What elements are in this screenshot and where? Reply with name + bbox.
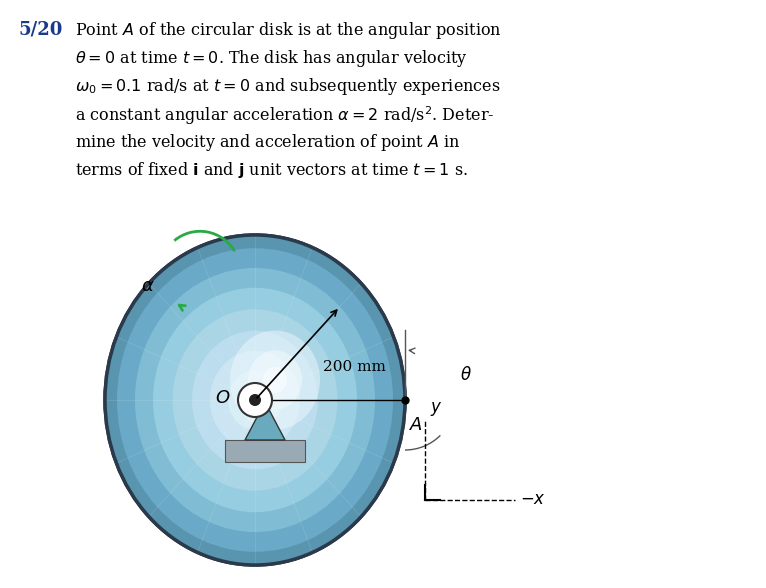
Circle shape: [249, 394, 261, 406]
Text: $\alpha$: $\alpha$: [141, 278, 155, 295]
Ellipse shape: [243, 387, 267, 413]
Polygon shape: [245, 402, 285, 440]
Ellipse shape: [153, 288, 357, 512]
Ellipse shape: [230, 330, 320, 429]
Text: $\theta$: $\theta$: [460, 366, 472, 384]
Text: $-x$: $-x$: [520, 492, 546, 509]
Text: a constant angular acceleration $\alpha = 2$ rad/s$^2$. Deter-: a constant angular acceleration $\alpha …: [75, 104, 495, 126]
Text: mine the velocity and acceleration of point $A$ in: mine the velocity and acceleration of po…: [75, 132, 460, 153]
Bar: [225, 440, 305, 462]
Ellipse shape: [263, 367, 287, 393]
Ellipse shape: [135, 268, 375, 532]
Text: Point $A$ of the circular disk is at the angular position: Point $A$ of the circular disk is at the…: [75, 20, 502, 41]
Text: 200 mm: 200 mm: [322, 360, 385, 375]
Ellipse shape: [192, 330, 318, 469]
Ellipse shape: [248, 350, 302, 410]
Text: $\theta = 0$ at time $t = 0$. The disk has angular velocity: $\theta = 0$ at time $t = 0$. The disk h…: [75, 48, 468, 69]
Text: $O$: $O$: [214, 389, 230, 407]
Text: 5/20: 5/20: [18, 20, 62, 38]
Text: terms of fixed $\mathbf{i}$ and $\mathbf{j}$ unit vectors at time $t = 1$ s.: terms of fixed $\mathbf{i}$ and $\mathbf…: [75, 160, 468, 180]
Text: $A$: $A$: [409, 416, 423, 434]
Ellipse shape: [228, 370, 282, 430]
Ellipse shape: [172, 309, 338, 491]
Ellipse shape: [210, 350, 300, 449]
Text: $\omega_0 = 0.1$ rad/s at $t = 0$ and subsequently experiences: $\omega_0 = 0.1$ rad/s at $t = 0$ and su…: [75, 76, 501, 97]
Ellipse shape: [105, 235, 405, 565]
Ellipse shape: [117, 248, 393, 552]
Circle shape: [238, 383, 272, 417]
Text: $y$: $y$: [430, 400, 443, 418]
Ellipse shape: [105, 235, 405, 565]
